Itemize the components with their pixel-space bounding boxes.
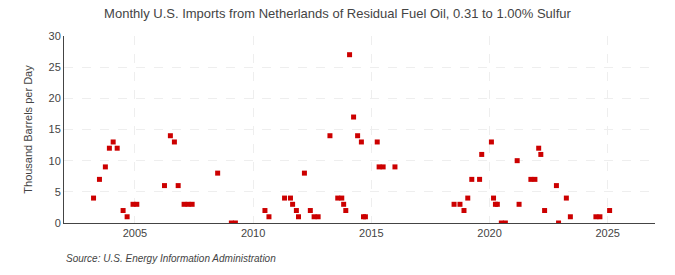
svg-text:2015: 2015: [359, 227, 383, 239]
svg-text:Thousand Barrels per Day: Thousand Barrels per Day: [22, 65, 34, 194]
svg-text:Monthly U.S. Imports from Neth: Monthly U.S. Imports from Netherlands of…: [104, 6, 571, 21]
svg-text:2005: 2005: [123, 227, 147, 239]
svg-text:Source: U.S. Energy Informatio: Source: U.S. Energy Information Administ…: [66, 253, 276, 264]
svg-text:30: 30: [49, 30, 61, 42]
svg-text:5: 5: [55, 186, 61, 198]
svg-text:2010: 2010: [241, 227, 265, 239]
svg-text:2020: 2020: [477, 227, 501, 239]
svg-text:2025: 2025: [595, 227, 619, 239]
svg-text:0: 0: [55, 217, 61, 229]
svg-text:10: 10: [49, 155, 61, 167]
svg-text:15: 15: [49, 123, 61, 135]
svg-text:20: 20: [49, 92, 61, 104]
svg-text:25: 25: [49, 61, 61, 73]
